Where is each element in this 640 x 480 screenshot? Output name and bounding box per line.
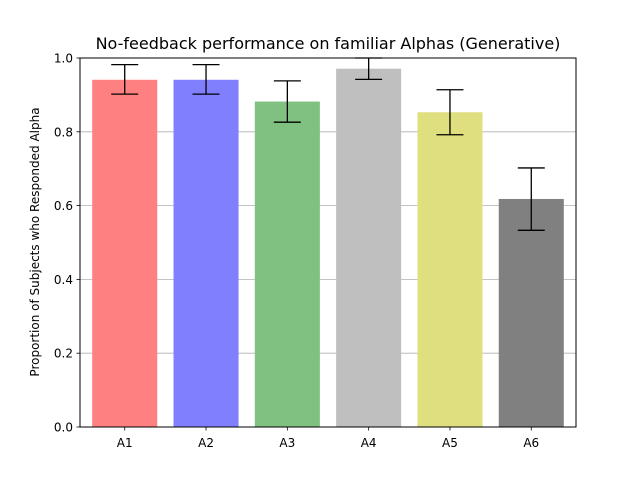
x-tick-label: A5: [442, 436, 458, 450]
bars: [92, 68, 564, 428]
y-tick-label: 0.2: [54, 347, 73, 361]
x-axis: A1 A2 A3 A4 A5 A6: [117, 427, 539, 450]
error-bar-a1: [111, 63, 139, 95]
y-tick-label: 0.0: [54, 421, 73, 435]
error-bar-a6: [517, 167, 545, 231]
x-tick-label: A6: [523, 436, 539, 450]
y-tick-label: 0.8: [54, 125, 73, 139]
plot-frame: [79, 57, 577, 428]
error-bar-a2: [192, 63, 220, 95]
x-tick-label: A3: [279, 436, 295, 450]
x-tick-label: A2: [198, 436, 214, 450]
bar-a2: [173, 79, 239, 428]
x-tick-label: A1: [117, 436, 133, 450]
bar-a6: [498, 198, 564, 427]
y-tick-label: 1.0: [54, 52, 73, 66]
y-axis: 0.0 0.2 0.4 0.6 0.8 1.0: [54, 52, 80, 435]
error-bar-a5: [436, 89, 464, 136]
bar-a1: [92, 79, 158, 428]
bar-a5: [417, 112, 483, 428]
y-tick-label: 0.6: [54, 199, 73, 213]
y-tick-label: 0.4: [54, 273, 73, 287]
y-axis-label: Proportion of Subjects who Responded Alp…: [28, 107, 42, 376]
x-tick-label: A4: [361, 436, 377, 450]
bar-a4: [336, 68, 402, 428]
bar-a3: [254, 101, 320, 428]
error-bars: [111, 57, 545, 231]
chart-title: No-feedback performance on familiar Alph…: [96, 34, 561, 53]
error-bar-a3: [273, 80, 301, 123]
